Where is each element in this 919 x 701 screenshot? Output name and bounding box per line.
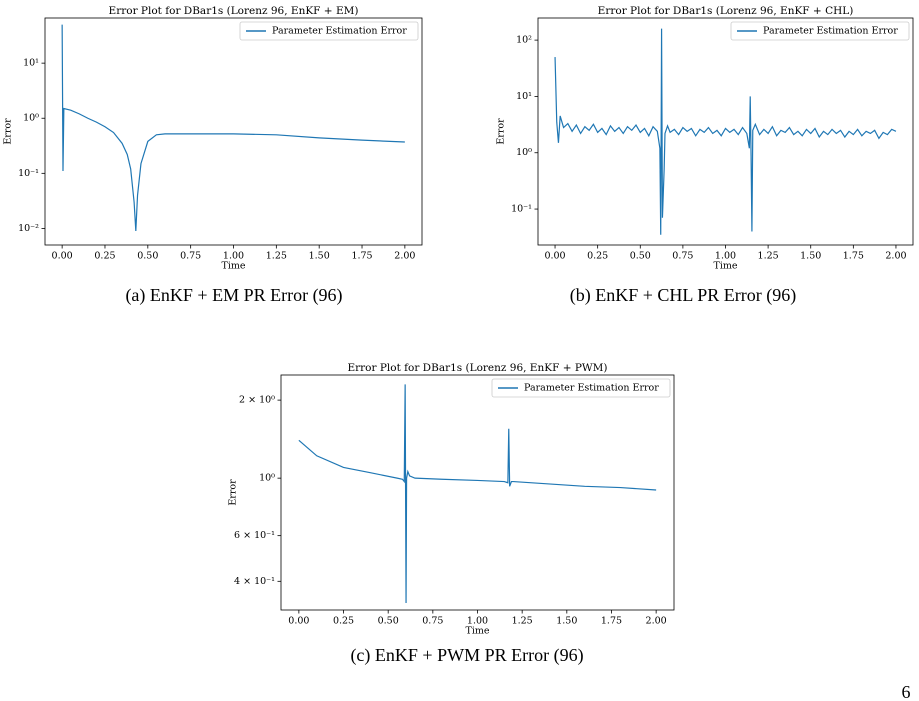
x-tick-label: 0.25 <box>333 616 354 627</box>
data-line <box>298 384 657 603</box>
x-tick-label: 1.75 <box>351 251 372 262</box>
x-tick-label: 1.00 <box>467 616 488 627</box>
caption: (c) EnKF + PWM PR Error (96) <box>350 645 583 666</box>
chart-title: Error Plot for DBar1s (Lorenz 96, EnKF +… <box>598 5 854 17</box>
x-axis-label: Time <box>713 261 737 272</box>
x-axis-label: Time <box>465 626 489 637</box>
x-tick-label: 0.75 <box>672 251 693 262</box>
x-tick-label: 1.00 <box>715 251 736 262</box>
x-tick-label: 0.00 <box>52 251 73 262</box>
x-tick-label: 0.75 <box>422 616 443 627</box>
caption: (b) EnKF + CHL PR Error (96) <box>570 285 796 306</box>
axes-frame <box>537 17 914 246</box>
y-tick-label: 10⁻¹ <box>511 204 532 215</box>
data-line <box>61 24 405 231</box>
chart-title: Error Plot for DBar1s (Lorenz 96, EnKF +… <box>347 362 607 374</box>
x-tick-label: 1.50 <box>800 251 821 262</box>
chart-title: Error Plot for DBar1s (Lorenz 96, EnKF +… <box>109 5 359 17</box>
y-tick-label: 10⁰ <box>516 147 532 158</box>
y-tick-label: 10¹ <box>23 58 39 69</box>
y-tick-label: 6 × 10⁻¹ <box>234 530 275 541</box>
x-tick-label: 1.50 <box>556 616 577 627</box>
x-tick-label: 1.75 <box>843 251 864 262</box>
x-tick-label: 1.00 <box>223 251 244 262</box>
data-line <box>554 28 897 235</box>
x-tick-label: 0.00 <box>288 616 309 627</box>
legend-box <box>491 378 671 398</box>
legend-label: Parameter Estimation Error <box>272 26 407 37</box>
x-axis-label: Time <box>221 261 245 272</box>
x-tick-label: 1.25 <box>758 251 779 262</box>
y-tick-label: 10¹ <box>516 91 532 102</box>
legend-label: Parameter Estimation Error <box>763 26 898 37</box>
y-axis-label: Error <box>3 118 14 145</box>
x-tick-label: 1.50 <box>309 251 330 262</box>
legend-box <box>239 21 419 41</box>
x-tick-label: 1.25 <box>512 616 533 627</box>
x-tick-label: 0.25 <box>587 251 608 262</box>
x-tick-label: 0.75 <box>180 251 201 262</box>
x-tick-label: 0.00 <box>544 251 565 262</box>
x-tick-label: 0.50 <box>378 616 399 627</box>
x-tick-label: 2.00 <box>394 251 415 262</box>
x-tick-label: 0.50 <box>630 251 651 262</box>
x-tick-label: 2.00 <box>885 251 906 262</box>
y-tick-label: 10⁰ <box>23 113 39 124</box>
page-number: 6 <box>902 682 911 701</box>
y-tick-label: 10² <box>516 35 532 46</box>
y-tick-label: 10⁰ <box>259 473 275 484</box>
legend-label: Parameter Estimation Error <box>524 383 659 394</box>
x-tick-label: 1.25 <box>266 251 287 262</box>
legend-box <box>730 21 910 41</box>
y-tick-label: 4 × 10⁻¹ <box>234 576 275 587</box>
y-tick-label: 2 × 10⁰ <box>239 395 275 406</box>
y-axis-label: Error <box>228 479 239 506</box>
axes-frame <box>280 374 675 611</box>
caption: (a) EnKF + EM PR Error (96) <box>125 285 342 306</box>
y-tick-label: 10⁻² <box>18 223 39 234</box>
x-tick-label: 0.25 <box>94 251 115 262</box>
axes-frame <box>44 17 423 246</box>
x-tick-label: 1.75 <box>601 616 622 627</box>
x-tick-label: 0.50 <box>137 251 158 262</box>
y-axis-label: Error <box>496 118 507 145</box>
y-tick-label: 10⁻¹ <box>18 168 39 179</box>
x-tick-label: 2.00 <box>646 616 667 627</box>
